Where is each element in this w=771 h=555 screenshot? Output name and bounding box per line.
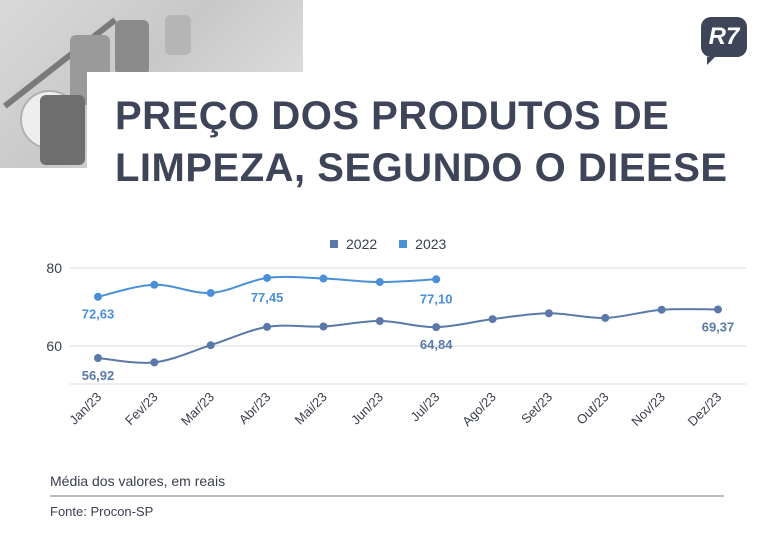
page-title: PREÇO DOS PRODUTOS DE LIMPEZA, SEGUNDO O… [115,90,755,194]
data-point-2023 [319,274,328,283]
data-label: 77,45 [251,290,284,305]
x-tick-label: Mar/23 [178,389,217,428]
x-tick-label: Jul/23 [407,389,442,424]
data-point-2022 [375,317,384,326]
x-tick-label: Set/23 [518,389,555,426]
data-point-2023 [94,292,102,301]
legend-item-2022: 2022 [330,236,377,252]
legend-swatch-2023 [399,240,408,248]
x-tick-label: Nov/23 [628,389,668,429]
title-line-2: LIMPEZA, SEGUNDO O DIEESE [115,146,728,190]
y-tick-label: 60 [46,338,62,354]
data-point-2022 [544,309,553,318]
data-point-2022 [601,313,610,322]
chart-source: Fonte: Procon-SP [50,504,154,519]
legend-swatch-2022 [330,240,338,248]
data-label: 56,92 [82,368,115,383]
data-point-2023 [206,288,215,297]
data-label: 64,84 [420,337,453,352]
data-point-2022 [657,305,666,314]
legend-item-2023: 2023 [399,236,446,252]
footer-divider [50,495,724,497]
data-point-2022 [319,322,328,331]
data-label: 72,63 [82,307,115,322]
data-point-2023 [375,278,384,287]
data-point-2022 [150,358,159,367]
chart-legend: 2022 2023 [330,236,446,252]
x-tick-label: Dez/23 [685,389,725,429]
legend-label-2022: 2022 [346,236,378,252]
data-point-2023 [432,275,441,284]
data-point-2022 [714,305,722,314]
x-tick-label: Jun/23 [348,389,386,427]
data-label: 69,37 [702,319,735,334]
data-point-2022 [263,322,272,331]
x-tick-label: Fev/23 [122,389,161,428]
r7-logo-icon: R7 [701,17,747,65]
data-label: 77,10 [420,291,453,306]
x-tick-label: Jan/23 [66,389,104,427]
data-point-2022 [488,315,497,324]
x-tick-label: Out/23 [573,389,611,427]
data-point-2023 [150,280,159,289]
data-point-2023 [263,273,272,282]
data-point-2022 [94,354,102,363]
title-line-1: PREÇO DOS PRODUTOS DE [115,94,670,138]
x-tick-label: Mai/23 [292,389,330,427]
series-line-2022 [97,308,719,364]
data-point-2022 [432,323,441,332]
chart-note: Média dos valores, em reais [50,473,226,489]
y-tick-label: 80 [46,260,62,276]
legend-label-2023: 2023 [415,236,447,252]
x-tick-label: Ago/23 [459,389,499,429]
title-card: PREÇO DOS PRODUTOS DE LIMPEZA, SEGUNDO O… [87,72,771,192]
data-point-2022 [206,341,215,350]
x-tick-label: Abr/23 [236,389,274,427]
